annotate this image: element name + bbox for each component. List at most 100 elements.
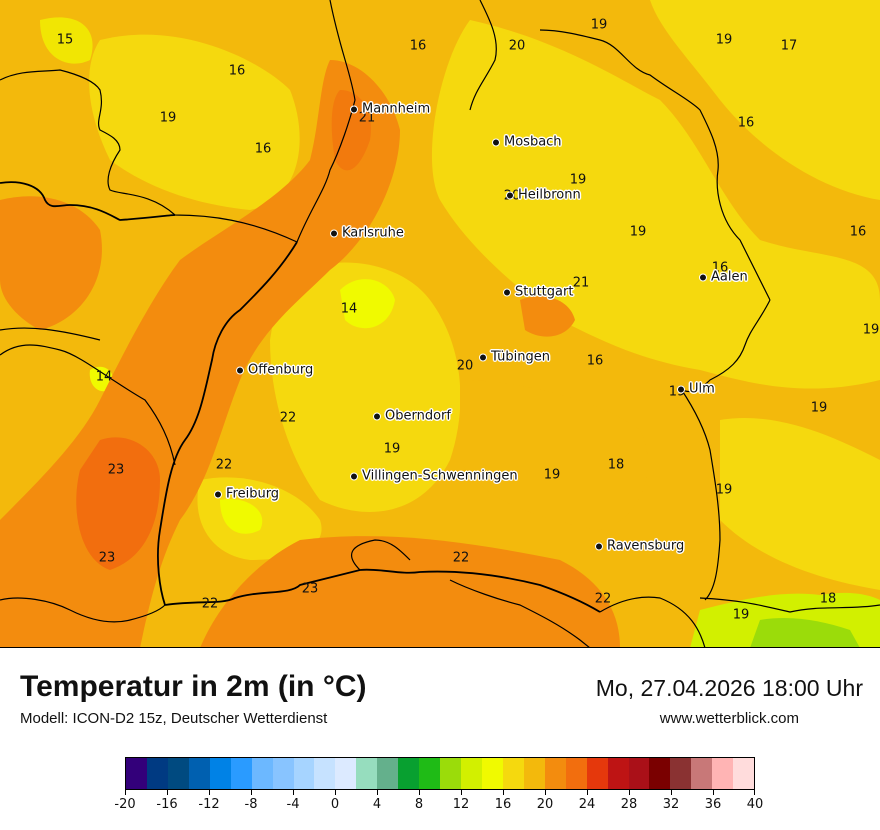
temperature-map[interactable]: 15 16 16 20 19 19 17 19 16 21 16 19 20 19 16 16 21 14 19 16…: [0, 0, 880, 648]
temperature-value-label: 14: [95, 369, 113, 385]
temperature-value-label: 19: [543, 467, 561, 483]
city-name: Mannheim: [362, 101, 431, 117]
city-dot-icon: [506, 191, 514, 199]
temperature-value-label: 20: [456, 358, 474, 374]
temperature-value-label: 18: [607, 457, 625, 473]
city-dot-icon: [236, 366, 244, 374]
temperature-value-label: 19: [715, 482, 733, 498]
temperature-value-label: 23: [107, 462, 125, 478]
city-marker[interactable]: Freiburg: [214, 488, 279, 501]
temperature-value-label: 16: [409, 38, 427, 54]
temperature-value-label: 19: [383, 441, 401, 457]
map-title: Temperatur in 2m (in °C): [20, 670, 367, 703]
city-marker[interactable]: Tübingen: [479, 351, 550, 364]
city-marker[interactable]: Heilbronn: [506, 189, 581, 202]
legend-tick-label: 28: [620, 797, 638, 812]
city-name: Ulm: [689, 381, 715, 397]
legend-tick-label: 4: [372, 797, 382, 812]
legend-ticks: -20 -16 -12 -8 -4 0 4 8 12 16 20 24 28 32 36 40: [114, 790, 763, 820]
temperature-value-label: 19: [862, 322, 880, 338]
website-link[interactable]: www.wetterblick.com: [659, 710, 799, 727]
city-marker[interactable]: Oberndorf: [373, 410, 451, 423]
legend-tick-label: -12: [198, 797, 220, 812]
legend-swatch: [440, 758, 461, 789]
legend-swatch: [356, 758, 378, 789]
legend-swatch: [565, 758, 587, 789]
legend-swatch: [712, 758, 734, 789]
city-dot-icon: [492, 138, 500, 146]
city-name: Stuttgart: [515, 284, 574, 300]
legend-tick-label: 40: [746, 797, 764, 812]
city-name: Aalen: [711, 269, 748, 285]
temperature-value-label: 21: [572, 275, 590, 291]
temperature-value-label: 18: [819, 591, 837, 607]
temperature-value-label: 19: [810, 400, 828, 416]
temperature-value-label: 19: [159, 110, 177, 126]
legend-tick-label: 20: [536, 797, 554, 812]
legend-tick-label: 32: [662, 797, 680, 812]
legend-swatch: [251, 758, 273, 789]
legend-swatch: [377, 758, 399, 789]
forecast-datetime: Mo, 27.04.2026 18:00 Uhr: [595, 675, 863, 701]
legend-swatch: [146, 758, 168, 789]
legend-swatch: [586, 758, 608, 789]
city-dot-icon: [350, 105, 358, 113]
legend-swatch: [419, 758, 441, 789]
legend-swatch: [502, 758, 524, 789]
temperature-value-label: 16: [254, 141, 272, 157]
temperature-value-label: 23: [98, 550, 116, 566]
legend-swatch: [398, 758, 420, 789]
city-dot-icon: [503, 288, 511, 296]
legend-tick-mark: [125, 790, 126, 795]
city-marker[interactable]: Offenburg: [236, 364, 313, 377]
city-marker[interactable]: Stuttgart: [503, 286, 573, 299]
legend-swatch: [628, 758, 650, 789]
city-name: Mosbach: [504, 134, 562, 150]
city-name: Ravensburg: [607, 538, 685, 554]
city-dot-icon: [350, 472, 358, 480]
temperature-value-label: 22: [279, 410, 297, 426]
temperature-value-label: 16: [849, 224, 867, 240]
city-dot-icon: [373, 412, 381, 420]
legend-swatch: [272, 758, 294, 789]
city-marker[interactable]: Aalen: [699, 271, 748, 284]
legend-tick-label: -16: [156, 797, 178, 812]
city-dot-icon: [214, 490, 222, 498]
city-name: Karlsruhe: [342, 225, 404, 241]
temperature-value-label: 14: [340, 301, 358, 317]
legend-tick-mark: [377, 790, 378, 795]
city-dot-icon: [699, 273, 707, 281]
legend-swatch: [167, 758, 189, 789]
city-marker[interactable]: Mosbach: [492, 136, 562, 149]
city-marker[interactable]: Ulm: [677, 383, 715, 396]
temperature-value-label: 19: [569, 172, 587, 188]
legend-swatch: [523, 758, 545, 789]
legend-swatch: [607, 758, 629, 789]
legend-swatch: [544, 758, 566, 789]
city-dot-icon: [677, 385, 685, 393]
legend-swatch: [293, 758, 315, 789]
city-marker[interactable]: Ravensburg: [595, 540, 684, 553]
temperature-value-label: 15: [56, 32, 74, 48]
temperature-value-label: 22: [452, 550, 470, 566]
city-marker[interactable]: Karlsruhe: [330, 227, 404, 240]
temperature-value-label: 19: [715, 32, 733, 48]
legend-tick-label: 12: [452, 797, 470, 812]
legend-tick-mark: [209, 790, 210, 795]
temperature-value-label: 19: [732, 607, 750, 623]
city-name: Offenburg: [248, 362, 314, 378]
legend-tick-mark: [545, 790, 546, 795]
city-marker[interactable]: Mannheim: [350, 103, 430, 116]
city-marker[interactable]: Villingen-Schwenningen: [350, 470, 518, 483]
temperature-value-label: 22: [201, 596, 219, 612]
city-dot-icon: [330, 229, 338, 237]
city-dot-icon: [595, 542, 603, 550]
city-name: Villingen-Schwenningen: [362, 468, 518, 484]
temperature-value-label: 17: [780, 38, 798, 54]
temperature-value-label: 16: [586, 353, 604, 369]
legend-tick-label: 0: [330, 797, 340, 812]
legend-tick-label: 16: [494, 797, 512, 812]
temperature-value-label: 23: [301, 581, 319, 597]
city-dot-icon: [479, 353, 487, 361]
legend-tick-label: -20: [114, 797, 136, 812]
